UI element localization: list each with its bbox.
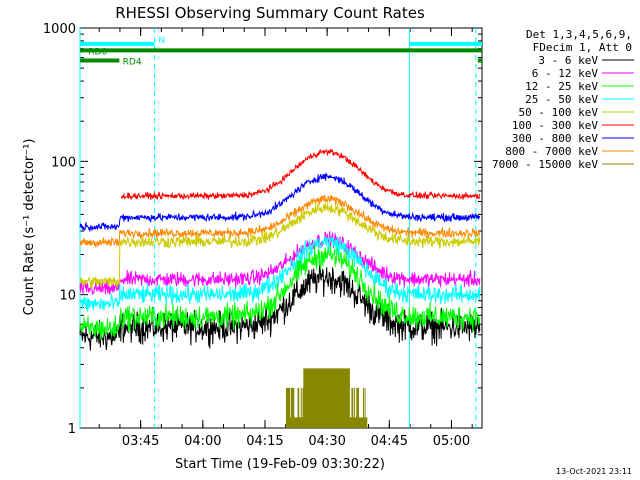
series-line-8 <box>285 368 368 428</box>
plot-area: 1 10 100 1000 03:45 04:00 04:15 04:30 04:45 05:00… <box>43 22 483 449</box>
legend-entry-label: 7000 - 15000 keV <box>492 158 598 171</box>
legend-entry-label: 50 - 100 keV <box>519 106 599 119</box>
legend-entry-label: 25 - 50 keV <box>525 93 598 106</box>
x-tick-label: 04:15 <box>246 434 283 449</box>
legend-entry-label: 12 - 25 keV <box>525 80 598 93</box>
y-tick-label: 1 <box>68 422 76 437</box>
legend-entry-label: 6 - 12 keV <box>532 67 599 80</box>
series-line-1 <box>79 231 481 295</box>
series-line-2 <box>79 243 481 341</box>
x-axis-label: Start Time (19-Feb-09 03:30:22) <box>175 457 385 472</box>
y-tick-label: 10 <box>59 289 76 304</box>
legend-entry-label: 800 - 7000 keV <box>505 145 598 158</box>
x-tick-label: 04:30 <box>308 434 345 449</box>
flag-label: RD0 <box>88 47 107 57</box>
series-line-5 <box>120 148 480 201</box>
y-tick-label: 100 <box>51 155 76 170</box>
series-line-3 <box>80 235 481 312</box>
footer-timestamp: 13-Oct-2021 23:11 <box>556 467 632 476</box>
legend-entry-label: 300 - 800 keV <box>512 132 598 145</box>
legend-entry-label: 100 - 300 keV <box>512 119 598 132</box>
y-axis-label: Count Rate (s⁻¹ detector⁻¹) <box>22 139 37 316</box>
plot-frame <box>79 27 483 429</box>
series-line-0 <box>79 259 481 351</box>
x-tick-label: 05:00 <box>433 434 470 449</box>
legend-header-line2: FDecim 1, Att 0 <box>533 41 632 54</box>
x-tick-label: 04:00 <box>184 434 221 449</box>
series-line-6 <box>79 172 481 232</box>
chart-title: RHESSI Observing Summary Count Rates <box>115 4 425 22</box>
series-line-7 <box>79 194 481 248</box>
legend-entry-label: 3 - 6 keV <box>538 54 598 67</box>
flag-label: N <box>158 36 165 46</box>
y-tick-label: 1000 <box>43 22 76 37</box>
legend-header-line1: Det 1,3,4,5,6,9, <box>526 28 632 41</box>
series-line-4 <box>79 202 481 289</box>
legend: Det 1,3,4,5,6,9, FDecim 1, Att 0 3 - 6 k… <box>492 28 634 171</box>
x-tick-label: 03:45 <box>122 434 159 449</box>
x-tick-label: 04:45 <box>371 434 408 449</box>
flag-label: RD4 <box>123 58 142 68</box>
